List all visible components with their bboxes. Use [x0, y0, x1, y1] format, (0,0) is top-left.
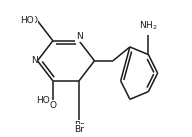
Text: HO: HO: [36, 96, 50, 105]
Text: N: N: [76, 32, 82, 41]
Text: O: O: [49, 101, 56, 110]
Text: NH$_2$: NH$_2$: [139, 20, 158, 32]
Text: N: N: [76, 32, 82, 41]
Text: Br: Br: [74, 121, 84, 130]
Text: N: N: [31, 56, 37, 65]
Text: N: N: [31, 56, 37, 65]
Text: Br: Br: [74, 125, 84, 134]
Text: NH$_2$: NH$_2$: [139, 22, 158, 35]
Text: HO: HO: [21, 16, 34, 25]
Text: O: O: [31, 16, 37, 25]
